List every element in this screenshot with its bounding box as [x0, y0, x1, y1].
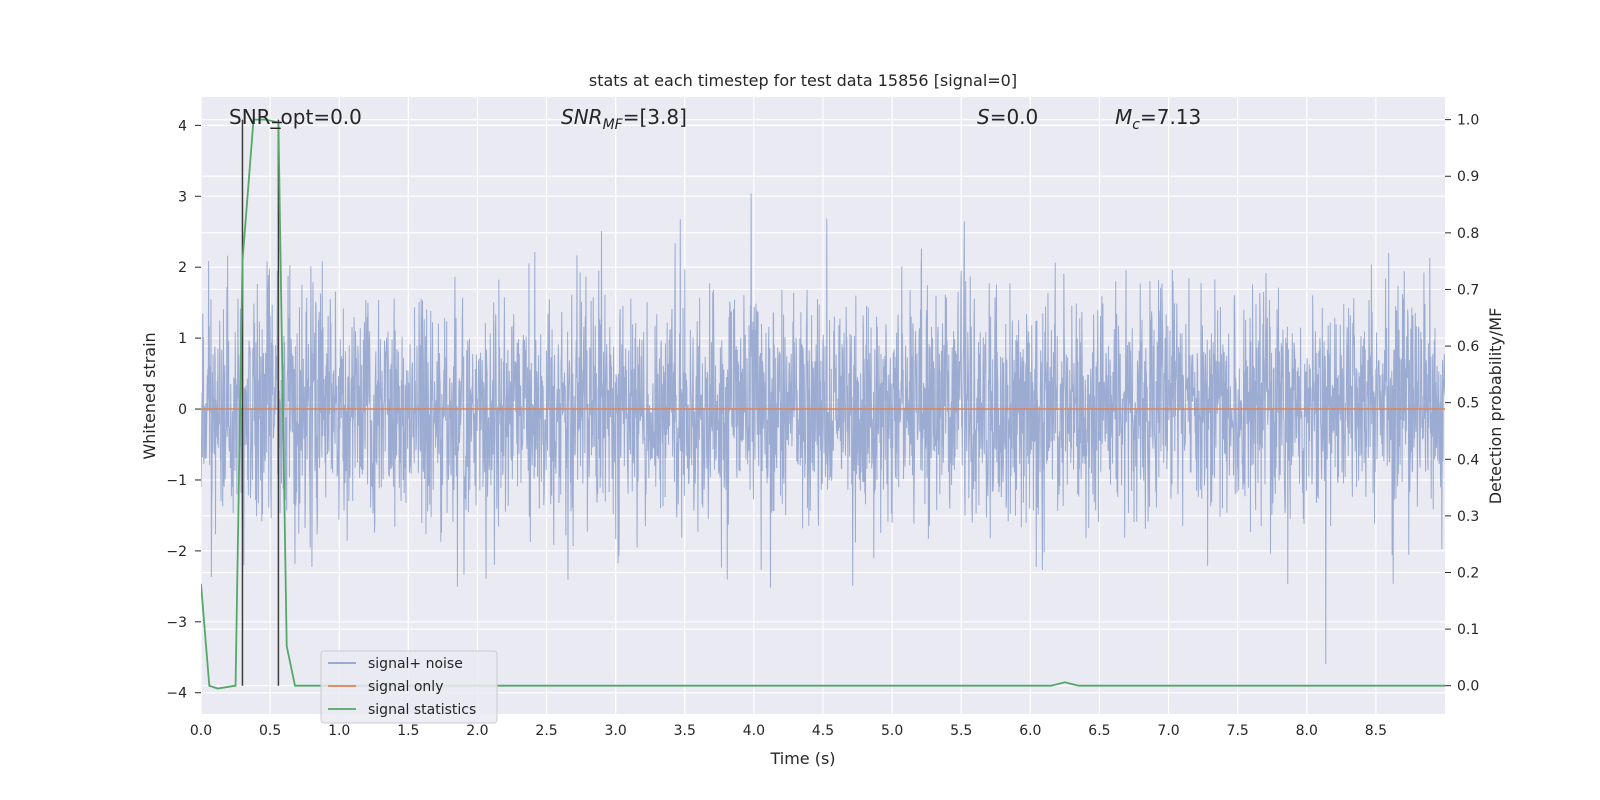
y-tick-label: 3	[178, 189, 187, 205]
y-tick-label: 4	[178, 118, 187, 134]
x-tick-label: 5.5	[950, 723, 972, 739]
x-tick-label: 7.5	[1227, 723, 1249, 739]
x-tick-label: 6.5	[1088, 723, 1110, 739]
annotation-snr-mf-value: =[3.8]	[623, 105, 687, 129]
annotation-s: S=0.0	[977, 105, 1038, 129]
x-axis-ticks: 0.0 0.5 1.0 1.5 2.0 2.5 3.0 3.5 4.0 4.5 5.0 5.5 6.0 6…	[190, 723, 1387, 739]
x-tick-label: 5.0	[881, 723, 903, 739]
x-tick-label: 2.0	[466, 723, 488, 739]
y-tick-label: 2	[178, 260, 187, 276]
y-right-tick-label: 0.4	[1457, 452, 1479, 468]
x-tick-label: 1.0	[328, 723, 350, 739]
y-tick-label: −1	[166, 473, 187, 489]
annotation-snr-opt: SNR_opt=0.0	[229, 105, 362, 129]
y-right-axis-ticks: 1.0 0.9 0.8 0.7 0.6 0.5 0.4 0.3 0.2 0.1 0.0	[1445, 113, 1479, 695]
y-tick-label: 0	[178, 402, 187, 418]
x-tick-label: 0.0	[190, 723, 212, 739]
annotation-snr-mf: SNRMF=[3.8]	[561, 105, 687, 133]
legend-box	[320, 650, 498, 724]
x-tick-label: 4.5	[812, 723, 834, 739]
x-tick-label: 6.0	[1019, 723, 1041, 739]
annotation-mc-sub: c	[1132, 117, 1140, 133]
annotation-snr-mf-main: SNR	[561, 105, 603, 129]
y-tick-label: −3	[166, 615, 187, 631]
legend-label-signal-noise: signal+ noise	[368, 656, 463, 672]
y-right-tick-label: 1.0	[1457, 113, 1479, 129]
annotation-snr-mf-sub: MF	[603, 117, 624, 133]
annotation-s-value: =0.0	[990, 105, 1039, 129]
y-axis-ticks: 4 3 2 1 0 −1 −2 −3 −4	[166, 118, 201, 702]
y-axis-label: Whitened strain	[140, 332, 159, 459]
y-tick-label: −2	[166, 544, 187, 560]
y-right-tick-label: 0.8	[1457, 226, 1479, 242]
legend: signal+ noise signal only signal statist…	[320, 650, 498, 724]
series-signal-statistics-line	[201, 118, 1445, 690]
x-tick-label: 2.5	[535, 723, 557, 739]
x-tick-label: 7.0	[1157, 723, 1179, 739]
chart-title: stats at each timestep for test data 158…	[589, 71, 1017, 90]
y-right-axis-label: Detection probability/MF	[1486, 308, 1505, 505]
y-right-tick-label: 0.7	[1457, 282, 1479, 298]
annotation-s-main: S	[977, 105, 990, 129]
y-right-tick-label: 0.0	[1457, 679, 1479, 695]
x-tick-label: 3.5	[674, 723, 696, 739]
y-right-tick-label: 0.1	[1457, 622, 1479, 638]
y-right-tick-label: 0.9	[1457, 169, 1479, 185]
x-tick-label: 3.0	[605, 723, 627, 739]
legend-label-signal-only: signal only	[368, 679, 443, 695]
legend-label-signal-statistics: signal statistics	[368, 702, 476, 718]
vertical-markers	[241, 119, 280, 686]
x-tick-label: 4.0	[743, 723, 765, 739]
y-tick-label: −4	[166, 686, 187, 702]
x-tick-label: 8.0	[1296, 723, 1318, 739]
annotation-mc-main: M	[1115, 105, 1132, 129]
annotation-mc-value: =7.13	[1140, 105, 1201, 129]
y-right-tick-label: 0.5	[1457, 396, 1479, 412]
y-right-tick-label: 0.6	[1457, 339, 1479, 355]
y-tick-label: 1	[178, 331, 187, 347]
x-axis-label: Time (s)	[769, 749, 835, 768]
x-tick-label: 8.5	[1365, 723, 1387, 739]
annotation-mc: Mc=7.13	[1115, 105, 1201, 133]
x-tick-label: 1.5	[397, 723, 419, 739]
x-tick-label: 0.5	[259, 723, 281, 739]
y-right-tick-label: 0.2	[1457, 565, 1479, 581]
y-right-tick-label: 0.3	[1457, 509, 1479, 525]
